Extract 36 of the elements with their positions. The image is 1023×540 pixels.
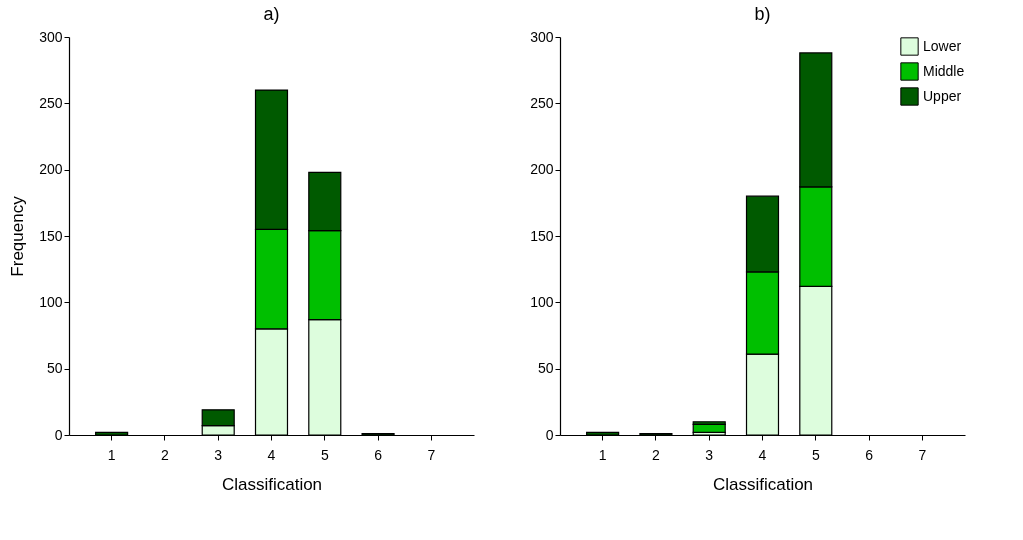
y-tick-label: 0 [54,426,63,443]
y-tick-label: 100 [530,293,554,310]
y-tick-label: 150 [39,227,63,244]
y-tick-label: 100 [39,293,63,310]
y-tick-label: 50 [46,360,63,377]
x-tick-label: 3 [705,446,714,463]
legend-label: Upper [923,87,962,104]
legend-label: Lower [923,37,962,54]
x-axis-title: Classification [221,474,323,494]
y-tick-label: 150 [530,227,554,244]
x-tick-label: 7 [427,446,436,463]
x-tick-label: 6 [374,446,383,463]
y-axis-title: Frequency [8,195,28,277]
x-tick-label: 2 [652,446,661,463]
y-tick-label: 50 [537,360,554,377]
x-tick-label: 5 [811,446,820,463]
y-tick-label: 250 [530,94,554,111]
chart-title: a) [263,4,280,24]
x-axis-title: Classification [712,474,814,494]
x-tick-label: 2 [161,446,170,463]
x-tick-label: 3 [214,446,223,463]
y-tick-label: 250 [39,94,63,111]
x-tick-label: 4 [758,446,767,463]
y-tick-label: 200 [530,161,554,178]
x-tick-label: 4 [267,446,276,463]
y-tick-label: 0 [545,426,554,443]
x-tick-label: 1 [598,446,607,463]
y-tick-label: 300 [39,28,63,45]
legend-label: Middle [923,62,965,79]
x-tick-label: 5 [320,446,329,463]
x-tick-label: 1 [107,446,116,463]
chart-title: b) [754,4,771,24]
x-tick-label: 6 [865,446,874,463]
y-tick-label: 200 [39,161,63,178]
x-tick-label: 7 [918,446,927,463]
y-tick-label: 300 [530,28,554,45]
